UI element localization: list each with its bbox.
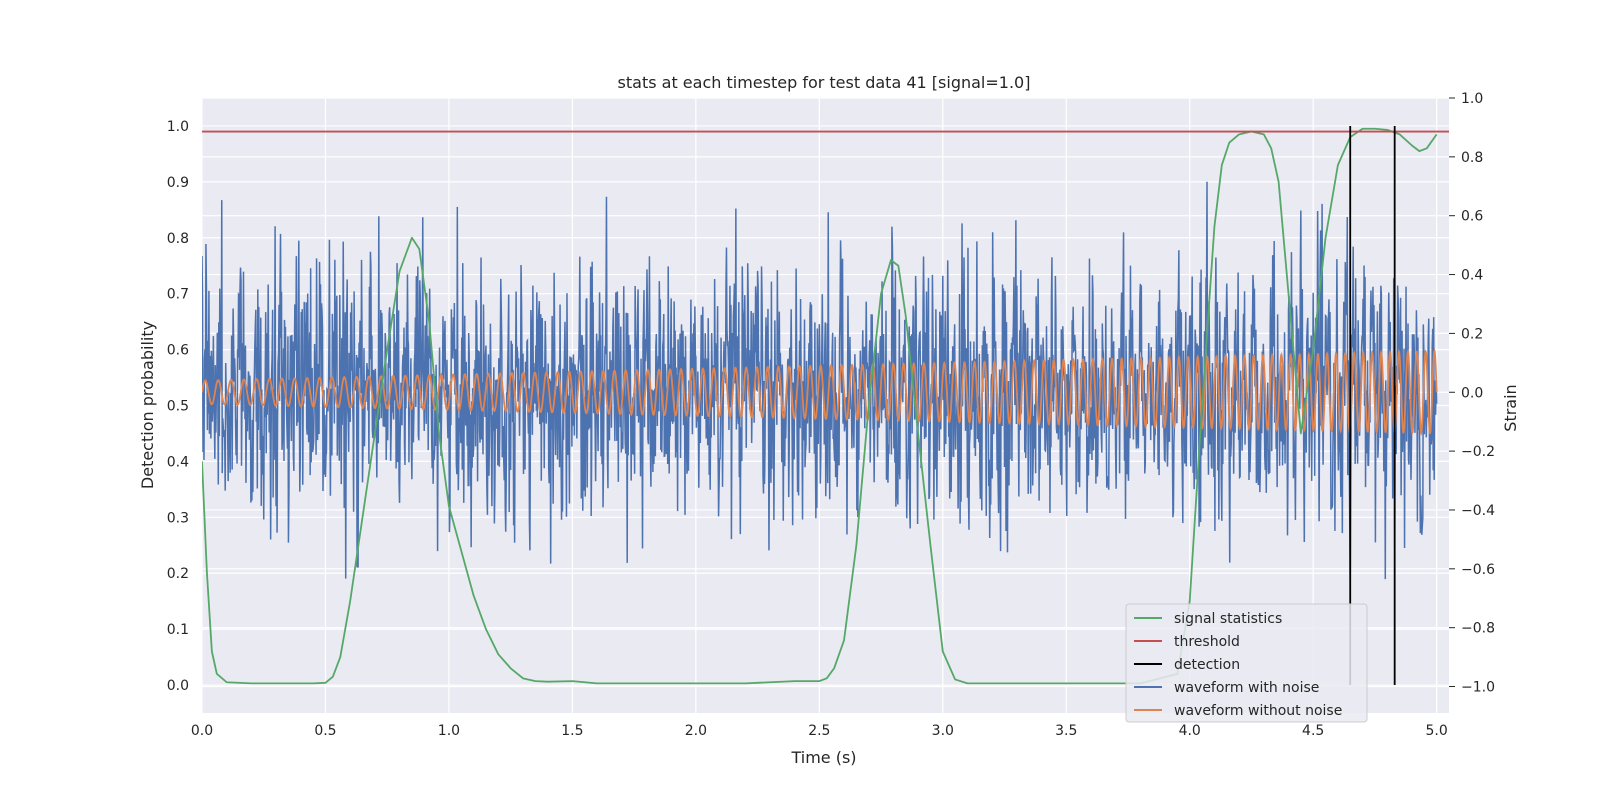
y2-tick-label-0-4: −0.4 (1461, 503, 1495, 519)
chart-title: stats at each timestep for test data 41 … (618, 73, 1031, 92)
y-tick-label-0-2: 0.2 (167, 566, 189, 582)
y-axis-right: −1.0 −0.8 −0.6 −0.4 −0.2 0.0 0.2 0.4 0.6 0.8 1.0 (1449, 91, 1495, 696)
y2-tick-label-1-0: −1.0 (1461, 680, 1495, 696)
x-tick-label-1-0: 1.0 (438, 723, 460, 739)
y2-tick-label-0-8: 0.8 (1461, 150, 1483, 166)
y-tick-label-0-6: 0.6 (167, 343, 189, 359)
y2-tick-label-0-6: 0.6 (1461, 209, 1483, 225)
y2-axis-label: Strain (1501, 384, 1520, 431)
x-tick-label-5-0: 5.0 (1426, 723, 1448, 739)
y2-tick-label-0-0: 0.0 (1461, 385, 1483, 401)
legend-box (1125, 603, 1368, 723)
y2-tick-label-0-2: 0.2 (1461, 326, 1483, 342)
y-tick-label-0-3: 0.3 (167, 510, 189, 526)
y-tick-label-0-5: 0.5 (167, 399, 189, 415)
x-tick-label-3-0: 3.0 (932, 723, 954, 739)
y2-tick-label-0-4: 0.4 (1461, 268, 1483, 284)
legend-label-waveform-without-noise: waveform without noise (1174, 703, 1342, 719)
x-tick-label-4-5: 4.5 (1302, 723, 1324, 739)
series-waveform-with-noise (202, 181, 1438, 587)
legend-label-waveform-with-noise: waveform with noise (1174, 680, 1319, 696)
y-tick-label-0-8: 0.8 (167, 231, 189, 247)
x-tick-label-0-5: 0.5 (314, 723, 336, 739)
y-tick-label-0-1: 0.1 (167, 622, 189, 638)
x-axis: 0.0 0.5 1.0 1.5 2.0 2.5 3.0 3.5 4.0 4.5 5.0 (191, 723, 1448, 739)
y2-tick-label-0-2: −0.2 (1461, 444, 1495, 460)
series-waveform-without-noise (202, 348, 1438, 436)
series-signal-statistics (202, 127, 1438, 685)
x-axis-label: Time (s) (790, 748, 856, 767)
x-tick-label-3-5: 3.5 (1055, 723, 1077, 739)
y-axis-label: Detection probability (138, 321, 157, 489)
y-axis-left: 0.0 0.1 0.2 0.3 0.4 0.5 0.6 0.7 0.8 0.9 1.0 (167, 119, 189, 694)
x-tick-label-2-5: 2.5 (808, 723, 830, 739)
y-tick-label-0-9: 0.9 (167, 175, 189, 191)
y-tick-label-0-0: 0.0 (167, 678, 189, 694)
x-tick-label-0-0: 0.0 (191, 723, 213, 739)
y-tick-label-0-7: 0.7 (167, 287, 189, 303)
legend-label-detection: detection (1174, 657, 1240, 673)
y-tick-label-0-4: 0.4 (167, 454, 189, 470)
x-tick-label-4-0: 4.0 (1179, 723, 1201, 739)
x-tick-label-2-0: 2.0 (685, 723, 707, 739)
legend: signal statistics threshold detection wavef… (1125, 603, 1368, 723)
legend-label-threshold: threshold (1174, 634, 1240, 650)
y-tick-label-1-0: 1.0 (167, 119, 189, 135)
x-tick-label-1-5: 1.5 (561, 723, 583, 739)
series-layer (202, 125, 1449, 686)
y2-tick-label-0-8: −0.8 (1461, 621, 1495, 637)
legend-label-signal-statistics: signal statistics (1174, 611, 1282, 627)
y2-tick-label-0-6: −0.6 (1461, 562, 1495, 578)
y2-tick-label-1-0: 1.0 (1461, 91, 1483, 107)
